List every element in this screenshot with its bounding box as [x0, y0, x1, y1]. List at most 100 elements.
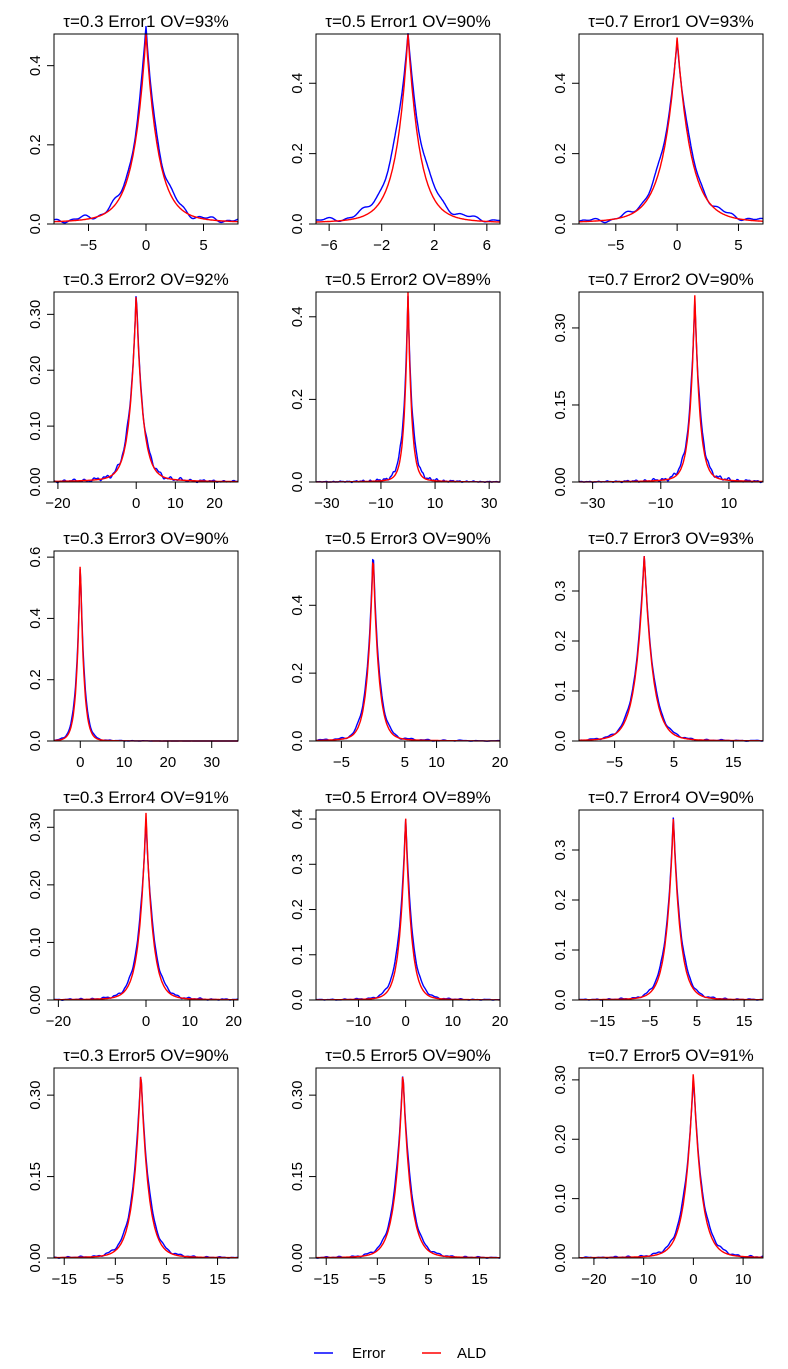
panel-grid: τ=0.3 Error1 OV=93% −5 0 5 0.0 0.2 0.4 τ=0.5 Er… [27, 12, 764, 1288]
x-tick-label: −5 [607, 237, 624, 254]
x-tick-label: −2 [373, 237, 390, 254]
x-tick-label: −20 [45, 495, 70, 512]
panel-title: τ=0.3 Error1 OV=93% [63, 12, 228, 31]
x-tick-label: 0 [142, 1013, 150, 1030]
ald-density-line [54, 812, 238, 1001]
x-tick-label: 20 [225, 1013, 242, 1030]
x-tick-label: 5 [162, 1271, 170, 1288]
panel-title: τ=0.3 Error5 OV=90% [63, 1046, 228, 1065]
y-tick-label: 0.2 [289, 663, 306, 684]
ald-density-line [579, 818, 763, 1001]
ald-density-line [316, 1076, 500, 1259]
plot-frame [578, 1067, 764, 1259]
x-tick-label: 30 [203, 754, 220, 771]
x-tick-label: −15 [313, 1271, 338, 1288]
x-tick-label: 15 [725, 754, 742, 771]
x-tick-label: 10 [116, 754, 133, 771]
y-tick-label: 0.3 [289, 854, 306, 875]
y-tick-label: 0.0 [289, 472, 306, 493]
x-tick-label: 20 [206, 495, 223, 512]
panel: τ=0.5 Error3 OV=90% −5 5 10 20 0.0 0.2 0.4 [289, 529, 508, 771]
plot-frame [578, 809, 764, 1001]
x-tick-label: −20 [46, 1013, 71, 1030]
plot-frame [53, 33, 239, 225]
x-tick-label: −5 [641, 1013, 658, 1030]
x-tick-label: −5 [369, 1271, 386, 1288]
y-tick-label: 0.2 [289, 389, 306, 410]
x-tick-label: 2 [430, 237, 438, 254]
error-density-line [315, 558, 501, 742]
y-tick-label: 0.1 [289, 944, 306, 965]
y-tick-label: 0.00 [552, 467, 569, 496]
y-tick-label: 0.4 [289, 595, 306, 616]
x-tick-label: −6 [321, 237, 338, 254]
panel-title: τ=0.3 Error4 OV=91% [63, 788, 228, 807]
panel: τ=0.7 Error4 OV=90% −15 −5 5 15 0.0 0.1 0.2 0.3 [552, 788, 764, 1030]
y-tick-label: 0.0 [552, 214, 569, 235]
y-tick-label: 0.30 [27, 300, 44, 329]
y-tick-label: 0.15 [27, 1162, 44, 1191]
panel-title: τ=0.7 Error2 OV=90% [588, 270, 753, 289]
y-tick-label: 0.4 [289, 306, 306, 327]
ald-density-line [316, 818, 500, 1001]
x-tick-label: 0 [142, 237, 150, 254]
legend: Error ALD [314, 1345, 486, 1362]
error-density-line [578, 1079, 764, 1259]
ald-density-line [579, 1074, 763, 1259]
panel: τ=0.5 Error1 OV=90% −6 −2 2 6 0.0 0.2 0.4 [289, 12, 501, 254]
panel: τ=0.3 Error3 OV=90% 0 10 20 30 0.0 0.2 0.4 0.6 [27, 529, 239, 771]
plot-frame [578, 33, 764, 225]
x-tick-label: 15 [736, 1013, 753, 1030]
x-tick-label: 6 [483, 237, 491, 254]
plot-frame [53, 1067, 239, 1259]
panel: τ=0.3 Error1 OV=93% −5 0 5 0.0 0.2 0.4 [27, 12, 239, 254]
panel: τ=0.5 Error4 OV=89% −10 0 10 20 0.0 0.1 0.2 0.3 0… [289, 788, 508, 1030]
y-tick-label: 0.00 [552, 1243, 569, 1272]
y-tick-label: 0.0 [27, 731, 44, 752]
error-density-line [316, 819, 501, 1001]
ald-density-line [578, 556, 763, 742]
y-tick-label: 0.10 [27, 412, 44, 441]
panel-title: τ=0.5 Error2 OV=89% [325, 270, 490, 289]
x-tick-label: −5 [107, 1271, 124, 1288]
y-tick-label: 0.2 [552, 143, 569, 164]
x-tick-label: 10 [721, 495, 738, 512]
y-tick-label: 0.1 [552, 681, 569, 702]
y-tick-label: 0.0 [289, 214, 306, 235]
ald-density-line [579, 295, 763, 483]
y-tick-label: 0.2 [289, 899, 306, 920]
x-tick-label: 5 [693, 1013, 701, 1030]
plot-frame [315, 291, 501, 483]
error-density-line [53, 819, 239, 1002]
panel-title: τ=0.5 Error1 OV=90% [325, 12, 490, 31]
legend-error-label: Error [352, 1345, 385, 1362]
x-tick-label: 5 [734, 237, 742, 254]
y-tick-label: 0.15 [552, 390, 569, 419]
x-tick-label: 30 [481, 495, 498, 512]
y-tick-label: 0.20 [27, 870, 44, 899]
panel-title: τ=0.7 Error5 OV=91% [588, 1046, 753, 1065]
x-tick-label: −30 [580, 495, 605, 512]
plot-frame [578, 291, 764, 483]
error-density-line [53, 26, 239, 224]
ald-density-line [579, 37, 764, 223]
x-tick-label: 5 [199, 237, 207, 254]
y-tick-label: 0.30 [27, 1081, 44, 1110]
x-tick-label: −15 [590, 1013, 615, 1030]
x-tick-label: −10 [346, 1013, 371, 1030]
y-tick-label: 0.15 [289, 1162, 306, 1191]
y-tick-label: 0.0 [552, 731, 569, 752]
y-tick-label: 0.20 [552, 1125, 569, 1154]
x-tick-label: 15 [471, 1271, 488, 1288]
y-tick-label: 0.4 [289, 73, 306, 94]
x-tick-label: 20 [492, 754, 509, 771]
panel: τ=0.7 Error1 OV=93% −5 0 5 0.0 0.2 0.4 [552, 12, 764, 254]
panel: τ=0.7 Error5 OV=91% −20 −10 0 10 0.00 0.10 0.20… [552, 1046, 764, 1288]
x-tick-label: −20 [581, 1271, 606, 1288]
legend-ald-label: ALD [457, 1345, 486, 1362]
y-tick-label: 0.30 [552, 1065, 569, 1094]
error-density-line [315, 296, 501, 484]
y-tick-label: 0.30 [27, 813, 44, 842]
x-tick-label: 0 [76, 754, 84, 771]
panel-title: τ=0.5 Error5 OV=90% [325, 1046, 490, 1065]
